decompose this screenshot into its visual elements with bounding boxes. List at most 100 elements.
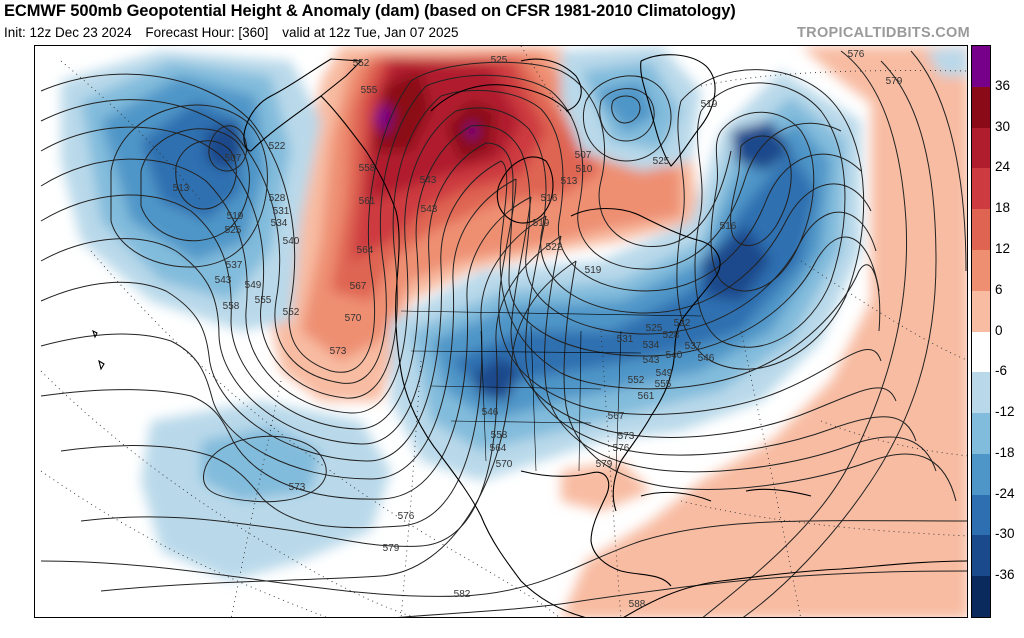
contour-label: 531: [273, 206, 290, 217]
colorbar-segment: [972, 535, 990, 577]
map-subtitle: Init: 12z Dec 23 2024 Forecast Hour: [36…: [4, 25, 469, 40]
contour-label: 576: [398, 511, 415, 522]
colorbar-tick-label: -18: [995, 444, 1015, 460]
contour-label: 540: [666, 350, 683, 361]
contour-label: 564: [490, 443, 507, 454]
contour-label: 573: [330, 346, 347, 357]
contour-label: 513: [561, 176, 578, 187]
contour-label: 558: [359, 163, 376, 174]
contour-label: 528: [269, 193, 286, 204]
colorbar-segment: [972, 290, 990, 332]
colorbar-tick-label: 12: [995, 240, 1011, 256]
contour-label: 549: [245, 280, 262, 291]
colorbar-tick-label: 24: [995, 159, 1011, 175]
colorbar-tick-label: -36: [995, 567, 1015, 583]
site-watermark: TROPICALTIDBITS.COM: [797, 25, 970, 41]
contour-label: 522: [546, 242, 563, 253]
height-contours: [40, 50, 967, 617]
contour-label: 567: [350, 281, 367, 292]
colorbar-tick-label: -24: [995, 485, 1015, 501]
colorbar: [971, 45, 991, 618]
contour-label: 555: [255, 295, 272, 306]
colorbar-segment: [972, 372, 990, 414]
colorbar-tick-label: -6: [995, 363, 1008, 379]
anomaly-map: 507 513 519 525 522 528 531 534 540 537 543 549 555 5…: [34, 45, 968, 618]
lat-lon-grid: [40, 46, 967, 617]
contour-label: 507: [575, 150, 592, 161]
contour-label: 534: [271, 218, 288, 229]
colorbar-tick-label: 30: [995, 118, 1011, 134]
colorbar-segment: [972, 249, 990, 292]
contour-label: 561: [638, 391, 655, 402]
contour-label: 543: [643, 355, 660, 366]
contour-label: 552: [283, 307, 300, 318]
coastlines: [92, 54, 967, 617]
contour-label: 522: [674, 318, 691, 329]
contour-label: 588: [629, 599, 646, 610]
contour-label: 582: [454, 589, 471, 600]
colorbar-tick-label: 36: [995, 77, 1011, 93]
contour-label: 543: [420, 175, 437, 186]
contour-label: 537: [226, 260, 243, 271]
contour-label: 546: [482, 407, 499, 418]
colorbar-segment: [972, 453, 990, 496]
colorbar-tick-label: -30: [995, 526, 1015, 542]
contour-label: 531: [617, 334, 634, 345]
contour-label: 567: [608, 411, 625, 422]
contour-label: 528: [663, 330, 680, 341]
contour-label: 570: [345, 313, 362, 324]
contour-label: 564: [357, 245, 374, 256]
contour-label: 534: [643, 340, 660, 351]
forecast-hour: Forecast Hour: [360]: [145, 25, 269, 40]
contour-label: 579: [383, 543, 400, 554]
contour-label: 525: [225, 225, 242, 236]
contour-label: 552: [353, 58, 370, 69]
contour-label: 555: [361, 85, 378, 96]
colorbar-segment: [972, 413, 990, 455]
colorbar-segment: [972, 494, 990, 536]
contour-label: 525: [491, 55, 508, 66]
contour-label: 525: [646, 323, 663, 334]
colorbar-segment: [972, 127, 990, 169]
contour-label: 558: [223, 301, 240, 312]
contour-label: 573: [618, 431, 635, 442]
contour-label: 513: [173, 183, 190, 194]
contour-label: 558: [491, 430, 508, 441]
contour-label: 561: [359, 196, 376, 207]
contour-label: 570: [496, 459, 513, 470]
colorbar-segment: [972, 46, 990, 88]
contour-label: 546: [698, 353, 715, 364]
contour-label: 579: [596, 459, 613, 470]
contour-label: 522: [269, 141, 286, 152]
map-title: ECMWF 500mb Geopotential Height & Anomal…: [4, 2, 736, 20]
contour-label: 519: [701, 99, 718, 110]
contour-label: 552: [628, 375, 645, 386]
contour-label: 519: [585, 265, 602, 276]
colorbar-tick-label: 0: [995, 322, 1003, 338]
contour-label: 540: [283, 236, 300, 247]
colorbar-tick-label: 6: [995, 281, 1003, 297]
colorbar-segment: [972, 86, 990, 129]
contour-label: 576: [613, 443, 630, 454]
contour-label: 579: [886, 76, 903, 87]
contour-label: 573: [289, 482, 306, 493]
contour-label: 510: [576, 164, 593, 175]
contour-label: 555: [655, 379, 672, 390]
colorbar-segment: [972, 209, 990, 251]
contour-label: 507: [225, 153, 242, 164]
contour-label: 576: [848, 49, 865, 60]
contour-label: 549: [656, 368, 673, 379]
colorbar-segment: [972, 576, 990, 618]
contour-label: 519: [227, 211, 244, 222]
colorbar-segment: [972, 331, 990, 373]
contour-label: 516: [720, 221, 737, 232]
contour-label: 543: [215, 275, 232, 286]
contour-label: 516: [541, 193, 558, 204]
contour-label: 537: [685, 341, 702, 352]
contour-label: 543: [421, 204, 438, 215]
contour-label: 525: [653, 156, 670, 167]
colorbar-tick-label: -12: [995, 404, 1015, 420]
valid-time: valid at 12z Tue, Jan 07 2025: [282, 25, 459, 40]
colorbar-tick-label: 18: [995, 200, 1011, 216]
